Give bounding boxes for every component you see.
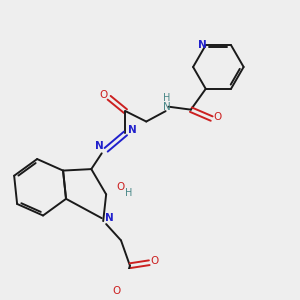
Text: N: N (198, 40, 207, 50)
Text: O: O (116, 182, 124, 192)
Text: N: N (95, 141, 104, 151)
Text: N: N (163, 102, 171, 112)
Text: O: O (214, 112, 222, 122)
Text: H: H (164, 93, 171, 103)
Text: N: N (105, 213, 114, 223)
Text: N: N (128, 125, 136, 136)
Text: H: H (125, 188, 132, 198)
Text: O: O (112, 286, 121, 296)
Text: O: O (151, 256, 159, 266)
Text: O: O (100, 90, 108, 100)
